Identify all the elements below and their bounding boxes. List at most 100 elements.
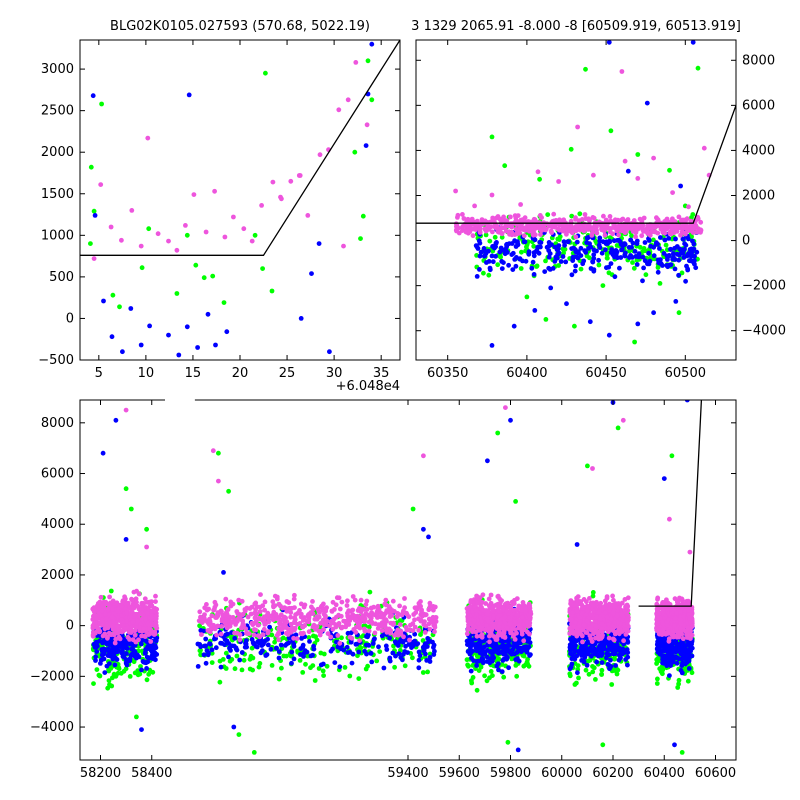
green-point <box>632 339 637 345</box>
blue-point <box>582 248 588 254</box>
green-point <box>518 266 524 271</box>
y-tick-label: 1000 <box>41 228 74 243</box>
blue-point <box>470 637 475 643</box>
magenta-point <box>105 635 110 641</box>
magenta-point <box>137 611 143 617</box>
blue-point <box>527 653 532 658</box>
blue-point <box>205 311 211 317</box>
green-point <box>217 658 223 664</box>
blue-point <box>289 660 294 666</box>
magenta-point <box>668 225 674 231</box>
magenta-point <box>581 221 587 227</box>
blue-point <box>506 241 512 247</box>
blue-point <box>400 657 405 663</box>
magenta-point <box>291 620 297 626</box>
blue-point <box>610 250 616 256</box>
blue-point <box>606 40 612 45</box>
blue-point <box>393 653 398 659</box>
blue-point <box>195 664 201 669</box>
blue-point <box>612 254 617 260</box>
magenta-point <box>257 609 263 614</box>
magenta-point <box>364 598 370 604</box>
magenta-point <box>95 626 101 632</box>
green-point <box>590 669 596 675</box>
blue-point <box>369 659 375 665</box>
magenta-point <box>418 603 423 609</box>
plot-area <box>416 40 736 348</box>
magenta-point <box>412 617 417 623</box>
magenta-point <box>652 224 657 230</box>
green-point <box>234 653 240 659</box>
green-point <box>585 658 591 664</box>
magenta-point <box>245 614 251 620</box>
blue-point <box>694 249 700 255</box>
blue-point <box>521 644 527 650</box>
blue-point <box>688 258 694 264</box>
green-point <box>110 292 116 298</box>
magenta-point <box>144 610 150 616</box>
green-point <box>560 246 566 252</box>
green-point <box>629 233 634 239</box>
blue-point <box>420 644 426 650</box>
blue-point <box>628 237 634 243</box>
magenta-point <box>381 613 387 618</box>
x-tick-label: 60500 <box>665 366 706 381</box>
magenta-point <box>607 214 613 219</box>
magenta-point <box>498 225 504 231</box>
blue-point <box>97 638 102 644</box>
blue-point <box>467 642 473 648</box>
blue-point <box>138 342 144 348</box>
magenta-point <box>591 172 596 178</box>
magenta-point <box>141 626 147 632</box>
magenta-point <box>105 606 111 612</box>
magenta-point <box>110 606 116 612</box>
magenta-point <box>133 596 139 602</box>
magenta-point <box>367 614 373 619</box>
green-point <box>418 632 423 637</box>
green-point <box>596 262 602 268</box>
magenta-point <box>678 232 683 238</box>
blue-point <box>402 649 408 654</box>
green-point <box>365 58 371 64</box>
magenta-point <box>392 632 397 638</box>
blue-point <box>489 253 495 259</box>
magenta-point <box>400 610 406 615</box>
magenta-point <box>527 613 532 619</box>
blue-point <box>680 236 686 242</box>
magenta-point <box>352 597 358 603</box>
green-point <box>474 687 480 693</box>
green-point <box>556 237 562 243</box>
magenta-point <box>280 626 286 631</box>
magenta-point <box>615 217 621 223</box>
blue-point <box>657 246 662 251</box>
magenta-point <box>635 176 641 181</box>
magenta-point <box>587 218 592 223</box>
magenta-point <box>645 222 651 228</box>
blue-point <box>510 250 516 256</box>
magenta-point <box>249 620 255 626</box>
green-point <box>288 653 294 659</box>
x-tick-label: 35 <box>373 366 390 381</box>
blue-point <box>584 235 590 241</box>
green-point <box>513 663 519 668</box>
magenta-point <box>482 627 488 633</box>
green-point <box>556 263 561 268</box>
blue-point <box>516 658 522 664</box>
blue-point <box>489 343 495 348</box>
magenta-point <box>556 179 561 184</box>
magenta-point <box>663 217 669 223</box>
magenta-point <box>222 620 228 625</box>
green-point <box>425 669 430 675</box>
blue-point <box>120 648 125 654</box>
magenta-point <box>199 632 204 637</box>
blue-point <box>482 651 488 657</box>
green-point <box>476 668 482 673</box>
blue-point <box>533 249 539 254</box>
magenta-point <box>511 632 517 637</box>
blue-point <box>566 239 571 245</box>
magenta-point <box>432 629 437 635</box>
magenta-point <box>344 603 350 608</box>
magenta-point <box>515 213 521 219</box>
blue-point <box>513 263 519 269</box>
